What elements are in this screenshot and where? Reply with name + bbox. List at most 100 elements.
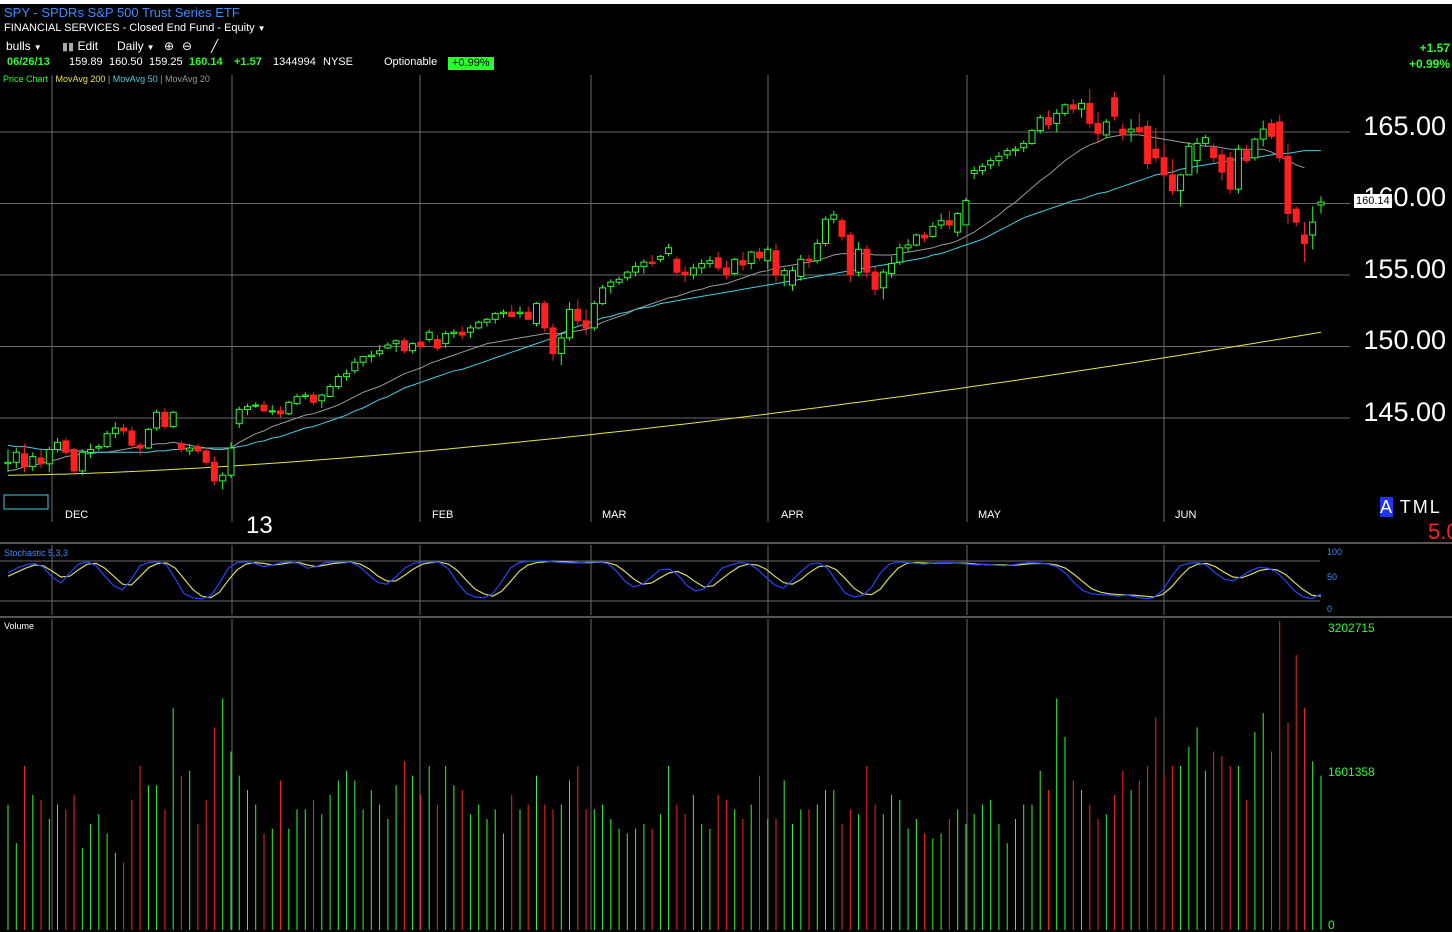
candle[interactable]: [747, 250, 755, 270]
candle[interactable]: [978, 163, 986, 175]
candle[interactable]: [722, 260, 730, 280]
candle[interactable]: [1102, 119, 1110, 138]
candle[interactable]: [574, 299, 582, 327]
candle[interactable]: [1177, 173, 1185, 207]
candle[interactable]: [1201, 134, 1209, 147]
candle[interactable]: [1078, 99, 1085, 118]
candle[interactable]: [136, 442, 144, 456]
candle[interactable]: [95, 443, 103, 451]
candle[interactable]: [599, 285, 607, 306]
candle[interactable]: [1251, 137, 1259, 161]
candle[interactable]: [343, 369, 351, 381]
candle[interactable]: [1218, 149, 1226, 181]
candle[interactable]: [1053, 109, 1061, 132]
candle[interactable]: [1226, 152, 1234, 194]
candle[interactable]: [128, 426, 136, 447]
candle[interactable]: [995, 152, 1003, 167]
candle[interactable]: [1152, 127, 1160, 163]
candle[interactable]: [1127, 119, 1135, 143]
candle[interactable]: [70, 448, 78, 476]
candle[interactable]: [78, 449, 86, 476]
candle[interactable]: [772, 243, 780, 283]
candle[interactable]: [1061, 103, 1069, 117]
candle[interactable]: [318, 393, 326, 408]
candle[interactable]: [1292, 206, 1300, 227]
candle[interactable]: [227, 442, 235, 479]
candle[interactable]: [202, 448, 210, 466]
candle[interactable]: [1045, 110, 1052, 130]
candle[interactable]: [582, 309, 590, 336]
candle[interactable]: [1284, 143, 1292, 224]
candle[interactable]: [863, 244, 871, 278]
candle[interactable]: [533, 302, 540, 327]
candle[interactable]: [541, 300, 549, 333]
candle[interactable]: [1094, 111, 1102, 144]
draw-line-icon[interactable]: ╱: [211, 39, 219, 53]
candle[interactable]: [929, 222, 937, 238]
candle[interactable]: [879, 269, 887, 300]
candle[interactable]: [1160, 144, 1168, 178]
candle[interactable]: [103, 430, 111, 449]
legend-ma20[interactable]: MovAvg 20: [165, 74, 210, 84]
candle[interactable]: [590, 300, 598, 331]
candle[interactable]: [1193, 137, 1201, 174]
candle[interactable]: [648, 254, 656, 267]
candle[interactable]: [293, 393, 301, 406]
candle[interactable]: [326, 383, 334, 397]
candle[interactable]: [425, 329, 433, 343]
candle[interactable]: [1309, 206, 1317, 250]
candle[interactable]: [896, 243, 904, 265]
candle[interactable]: [21, 443, 28, 473]
candle[interactable]: [1003, 147, 1011, 160]
candle[interactable]: [392, 339, 400, 353]
candle[interactable]: [1185, 142, 1193, 176]
candle[interactable]: [813, 239, 821, 264]
candle[interactable]: [433, 335, 441, 351]
candle[interactable]: [87, 443, 95, 459]
candle[interactable]: [458, 326, 466, 340]
candle[interactable]: [706, 256, 714, 268]
candle[interactable]: [970, 166, 978, 180]
candle[interactable]: [1259, 120, 1267, 147]
candle[interactable]: [1028, 129, 1036, 145]
candle[interactable]: [805, 254, 813, 268]
candle[interactable]: [1168, 159, 1176, 195]
candle[interactable]: [475, 320, 483, 330]
legend-ma50[interactable]: MovAvg 50: [112, 74, 158, 84]
candle[interactable]: [780, 267, 788, 287]
candle[interactable]: [656, 254, 664, 263]
candle[interactable]: [797, 254, 805, 281]
candle[interactable]: [351, 357, 359, 374]
candle[interactable]: [789, 266, 796, 291]
watchlist-dropdown[interactable]: bulls ▼: [6, 39, 42, 53]
candle[interactable]: [194, 443, 202, 454]
candle[interactable]: [508, 305, 516, 318]
candle[interactable]: [921, 232, 929, 243]
candle[interactable]: [1301, 222, 1308, 263]
candle[interactable]: [210, 456, 218, 486]
candle[interactable]: [417, 340, 425, 348]
candle[interactable]: [1317, 196, 1325, 214]
candle[interactable]: [491, 312, 499, 324]
zoom-out-icon[interactable]: ⊖: [182, 39, 193, 53]
candle[interactable]: [442, 330, 450, 348]
candle[interactable]: [764, 246, 772, 270]
candle[interactable]: [29, 452, 37, 471]
candle[interactable]: [177, 440, 185, 453]
candle[interactable]: [516, 306, 524, 318]
candle[interactable]: [557, 332, 565, 366]
candle[interactable]: [483, 317, 491, 327]
candle[interactable]: [846, 232, 854, 283]
candle[interactable]: [855, 242, 863, 277]
candle[interactable]: [607, 279, 615, 294]
candle[interactable]: [219, 472, 227, 490]
candle[interactable]: [466, 325, 474, 338]
candle[interactable]: [1111, 91, 1119, 121]
candle[interactable]: [450, 329, 458, 338]
candle[interactable]: [235, 406, 243, 429]
candle[interactable]: [4, 449, 12, 473]
candle[interactable]: [1020, 140, 1028, 153]
candle[interactable]: [45, 446, 53, 473]
candle[interactable]: [912, 233, 920, 247]
candle[interactable]: [500, 309, 507, 318]
